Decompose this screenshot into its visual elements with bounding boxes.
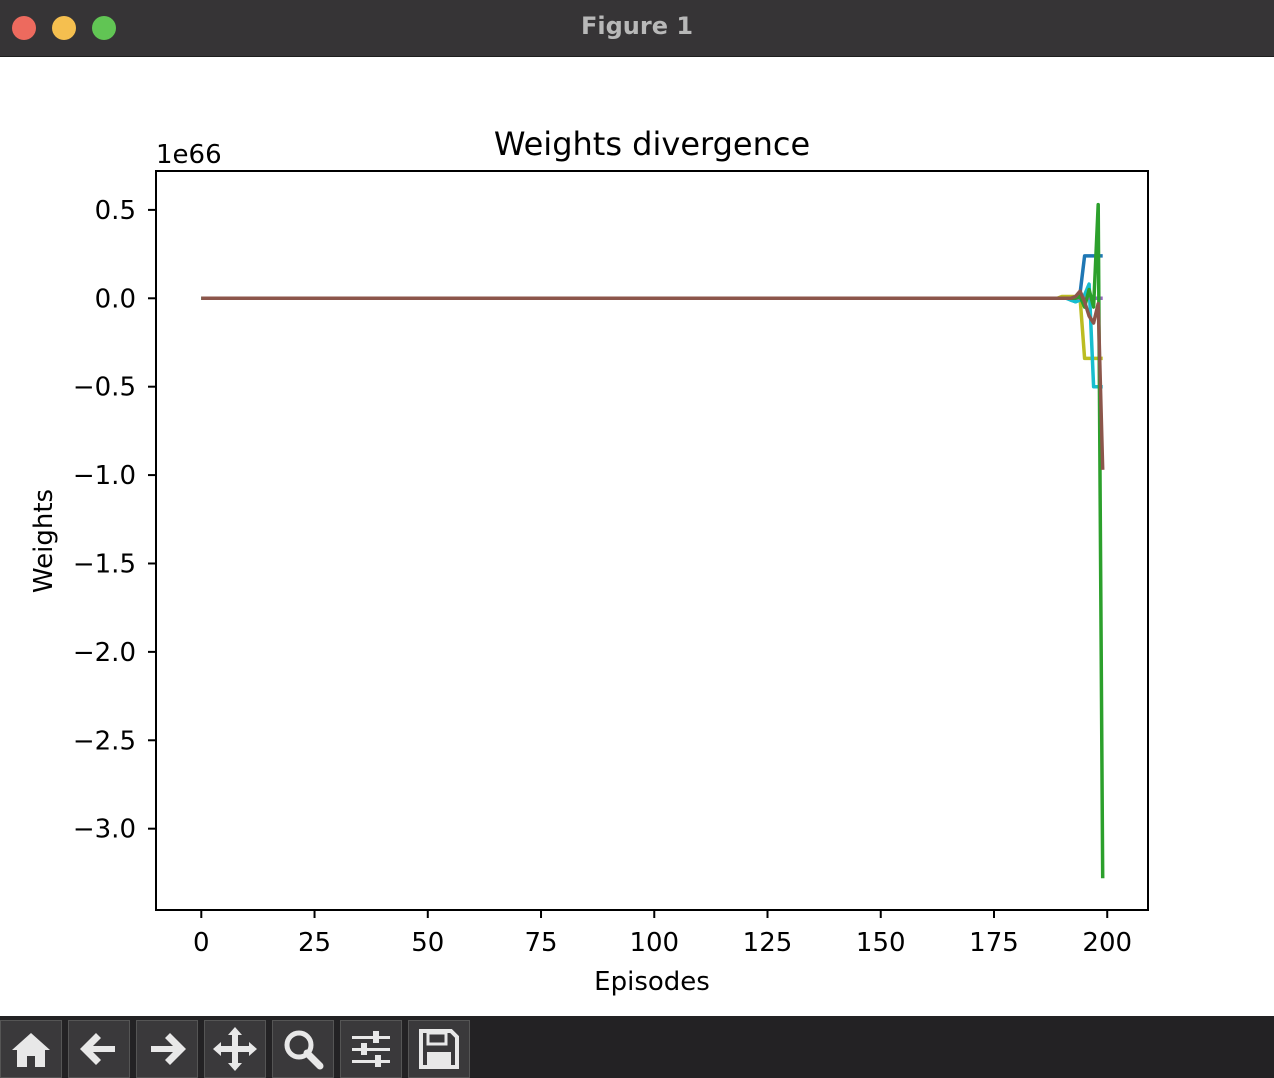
y-tick-label: 0.0 (95, 284, 136, 314)
x-tick-label: 175 (969, 928, 1019, 958)
y-tick-label: −2.0 (73, 638, 136, 668)
back-button[interactable] (68, 1020, 130, 1078)
forward-button[interactable] (136, 1020, 198, 1078)
series-line-5 (201, 202, 1105, 879)
x-tick-label: 200 (1082, 928, 1132, 958)
y-tick-label: −0.5 (73, 373, 136, 403)
y-tick-label: −1.5 (73, 549, 136, 579)
minimize-window-button[interactable] (52, 16, 76, 40)
line-chart: 0 25 50 75 100 125 150 175 200 0.5 0.0 −0.5 −1.0 −1.5… (29, 125, 1149, 997)
navigation-toolbar (0, 1016, 1274, 1078)
forward-arrow-icon (151, 1033, 186, 1065)
save-icon (419, 1029, 459, 1069)
pan-icon (213, 1027, 257, 1071)
series-line-1 (201, 254, 1103, 304)
home-button[interactable] (0, 1020, 62, 1078)
chart-title: Weights divergence (494, 125, 810, 163)
axes-frame (155, 170, 1149, 911)
x-axis-label: Episodes (594, 967, 710, 997)
zoom-icon (284, 1030, 324, 1070)
series-line-2 (201, 294, 1103, 361)
back-arrow-icon (80, 1033, 115, 1065)
maximize-window-button[interactable] (92, 16, 116, 40)
figure-canvas[interactable]: 0 25 50 75 100 125 150 175 200 0.5 0.0 −0.5 −1.0 −1.5… (0, 57, 1274, 1016)
home-icon (12, 1033, 50, 1067)
x-tick-label: 150 (856, 928, 906, 958)
window-titlebar: Figure 1 (0, 0, 1274, 57)
y-tick-label: −2.5 (73, 726, 136, 756)
x-tick-label: 75 (524, 928, 557, 958)
x-tick-label: 0 (193, 928, 210, 958)
y-tick-label: 0.5 (95, 196, 136, 226)
y-tick-label: −3.0 (73, 815, 136, 845)
close-window-button[interactable] (12, 16, 36, 40)
y-tick-label: −1.0 (73, 461, 136, 491)
pan-button[interactable] (204, 1020, 266, 1078)
series-line-6 (201, 289, 1105, 470)
y-offset-text: 1e66 (156, 140, 222, 170)
x-tick-label: 25 (298, 928, 331, 958)
save-button[interactable] (408, 1020, 470, 1078)
zoom-button[interactable] (272, 1020, 334, 1078)
window-title: Figure 1 (580, 12, 694, 40)
y-axis-label: Weights (29, 489, 59, 593)
x-tick-label: 50 (411, 928, 444, 958)
configure-subplots-button[interactable] (340, 1020, 402, 1078)
x-tick-label: 125 (743, 928, 793, 958)
configure-subplots-icon (352, 1031, 390, 1067)
x-tick-label: 100 (629, 928, 679, 958)
